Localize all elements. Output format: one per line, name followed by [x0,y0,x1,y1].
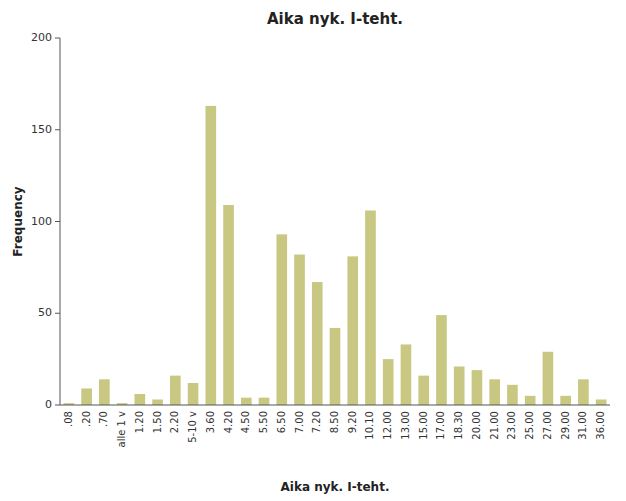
x-tick-label: 31.00 [577,411,588,440]
bar [454,366,465,405]
x-tick-label: 3.60 [205,411,216,433]
x-tick-label: 12.00 [382,411,393,440]
x-tick-label: 1.20 [134,411,145,433]
bar [330,328,341,405]
x-tick-label: 13.00 [400,411,411,440]
x-tick-label: .20 [81,411,92,427]
y-tick [55,129,60,130]
bar [188,383,199,405]
y-tick-label: 0 [45,398,52,411]
x-tick-label: 5-10 v [187,411,198,443]
x-tick-label: 5.50 [258,411,269,433]
bar [170,376,181,405]
y-tick [55,38,60,39]
x-tick-label: 23.00 [506,411,517,440]
x-tick-label: 8.50 [329,411,340,433]
bar [276,234,287,405]
x-axis-line [60,405,610,406]
y-axis-label: Frequency [11,186,25,256]
x-tick-label: .08 [63,411,74,427]
bar [312,282,323,405]
x-tick-label: .70 [98,411,109,427]
bar [401,344,412,405]
bar [347,256,358,405]
x-tick-label: 10.10 [364,411,375,440]
x-tick-label: 20.00 [471,411,482,440]
bar [99,379,110,405]
y-tick [55,313,60,314]
bar [525,396,536,405]
y-tick [55,405,60,406]
bar [489,379,500,405]
x-tick-label: 36.00 [595,411,606,440]
bar [135,394,146,405]
bar [152,399,163,405]
bar [223,205,234,405]
bar [294,255,305,405]
y-tick-label: 150 [31,123,52,136]
x-tick-label: 7.20 [311,411,322,433]
y-tick-label: 100 [31,215,52,228]
bar [205,106,216,405]
x-tick-label: 27.00 [542,411,553,440]
x-tick-label: 1.50 [152,411,163,433]
y-tick-label: 200 [31,31,52,44]
x-tick-label: 9.20 [347,411,358,433]
chart: 0 50 100 150 200 .08 .20 .70 alle 1 v 1.20 1.50 2.2… [0,0,626,501]
x-tick-label: 21.00 [489,411,500,440]
bar [436,315,447,405]
x-tick-label: 25.00 [524,411,535,440]
bar [418,376,429,405]
bar [596,399,607,405]
bar [383,359,394,405]
x-tick-label: 6.50 [276,411,287,433]
x-tick-label: alle 1 v [116,411,127,448]
x-tick-label: 18.30 [453,411,464,440]
x-axis-label: Aika nyk. I-teht. [281,480,390,494]
y-tick-label: 50 [38,306,52,319]
bar [81,388,92,405]
x-tick-label: 15.00 [418,411,429,440]
x-tick-label: 17.00 [435,411,446,440]
x-tick-label: 2.20 [169,411,180,433]
x-tick-label: 7.00 [294,411,305,433]
x-tick-label: 4.20 [223,411,234,433]
page: {"chart_data": {"type": "bar", "title": … [0,0,626,501]
bar [259,398,270,405]
x-tick-label: 4.50 [240,411,251,433]
bar [543,352,554,405]
title: Aika nyk. I-teht. [267,10,403,28]
y-tick [55,221,60,222]
bar [241,398,252,405]
x-tick-label: 29.00 [560,411,571,440]
axes: 0 50 100 150 200 .08 .20 .70 alle 1 v 1.20 1.50 2.2… [31,31,610,447]
bar [578,379,589,405]
bars [64,106,607,405]
bar [507,385,518,405]
bar [472,370,483,405]
bar [365,210,376,405]
bar [560,396,571,405]
